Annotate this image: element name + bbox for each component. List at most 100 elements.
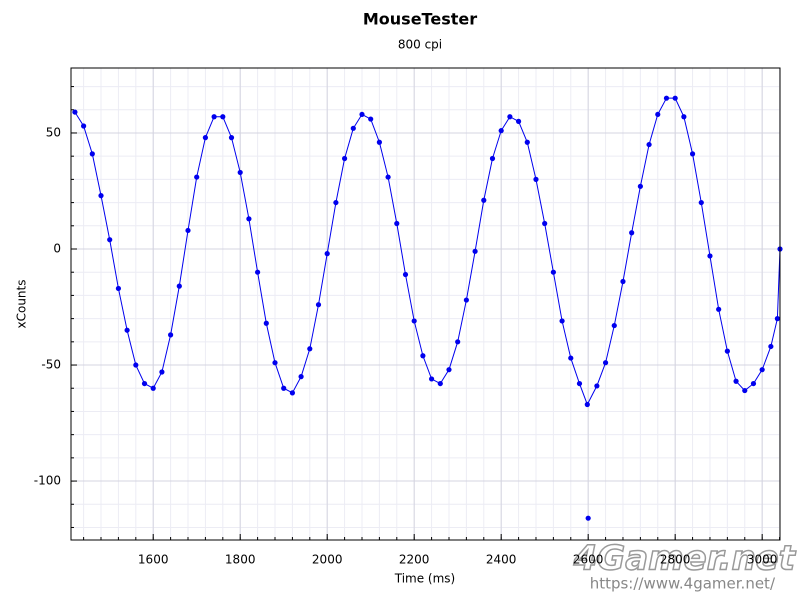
x-tick-label: 3000 [747,553,778,567]
data-point [228,135,235,141]
data-point [176,283,182,289]
data-point [576,380,583,387]
data-point [263,320,269,326]
chart-subtitle: 800 cpi [398,38,442,52]
data-point [507,114,513,120]
data-point [533,176,539,182]
data-point [716,306,722,312]
chart-title: MouseTester [363,10,477,29]
data-point [515,118,522,124]
data-point [324,251,330,257]
data-point [637,183,643,189]
data-point [168,332,174,338]
data-point [681,114,687,120]
data-point [89,151,95,157]
data-point [646,141,652,148]
data-point [202,135,209,141]
x-tick-label: 2400 [486,553,517,567]
data-point [559,318,565,324]
data-point [524,139,530,145]
watermark-url: https://www.4gamer.net/ [590,575,776,593]
data-point [368,116,374,122]
y-tick-label: -50 [41,358,61,372]
data-point [359,111,365,118]
data-point [498,128,504,134]
x-tick-label: 1600 [138,553,169,567]
data-point [437,380,443,387]
data-point [602,360,609,366]
data-point [585,515,591,521]
data-point [272,360,278,366]
data-point [742,387,748,394]
data-point [594,383,600,389]
data-point [133,362,139,368]
data-point [376,139,382,145]
data-point [584,401,590,408]
data-point [150,385,156,391]
data-point [733,378,739,384]
data-point [672,95,678,101]
watermark: 4Gamer.net [573,539,797,579]
data-point [307,346,313,352]
data-point [428,376,435,382]
data-point [194,174,200,180]
data-point [315,302,322,308]
data-point [568,355,574,361]
data-point [81,123,87,129]
data-point [159,369,165,375]
data-point [72,109,78,115]
data-point [237,169,243,176]
y-tick-label: 0 [53,242,61,256]
data-point [759,367,765,373]
data-point [481,197,487,203]
data-point [629,230,635,236]
data-point [298,374,304,380]
data-point [455,339,461,345]
data-point [211,114,217,120]
data-point [289,390,295,396]
data-point [707,253,713,259]
data-point [750,380,757,387]
grid [71,68,781,540]
data-point [107,237,113,243]
data-point [185,227,191,234]
data-point [611,322,617,329]
data-point [402,271,409,278]
x-axis-label: Time (ms) [394,572,456,586]
data-point [350,125,356,131]
data-point [411,318,417,324]
data-point [341,155,348,162]
series-line [74,97,781,406]
data-point [663,95,670,101]
data-point [220,114,226,120]
x-tick-label: 1800 [225,553,256,567]
data-point [246,216,252,222]
data-point [446,367,452,373]
data-point [655,111,661,118]
y-tick-label: -100 [34,474,61,488]
data-point [115,285,122,292]
y-axis-label: xCounts [15,280,29,329]
data-point [98,193,104,199]
plot [72,95,783,521]
data-point [768,343,774,350]
data-point [550,269,556,275]
data-point [420,353,426,359]
data-point [542,220,548,227]
data-point [141,380,148,387]
data-point [489,155,496,162]
data-point [774,316,780,322]
data-point [281,385,287,391]
data-point [689,151,696,157]
y-tick-label: 50 [46,125,61,139]
data-point [698,199,704,206]
data-point [472,248,478,254]
data-point [333,199,339,206]
data-point [724,348,730,354]
data-point [385,174,391,180]
data-point [124,327,130,333]
data-point [394,220,400,227]
x-tick-label: 2600 [573,553,604,567]
x-tick-label: 2800 [660,553,691,567]
data-point [620,278,626,285]
